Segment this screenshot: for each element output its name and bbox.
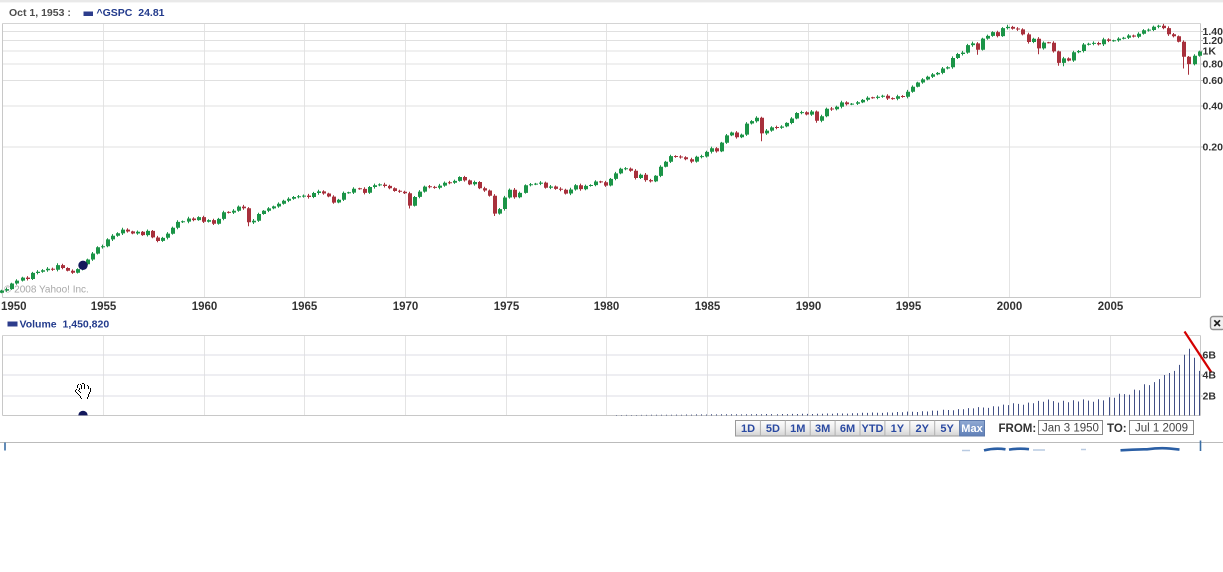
- svg-text:Max: Max: [961, 423, 983, 435]
- svg-text:1K: 1K: [1203, 46, 1217, 58]
- svg-text:Volume 1,450,820: Volume 1,450,820: [20, 319, 110, 331]
- svg-text:1D: 1D: [741, 423, 755, 435]
- svg-text:0.60: 0.60: [1203, 75, 1223, 87]
- svg-text:0.40: 0.40: [1203, 101, 1223, 113]
- svg-text:1965: 1965: [292, 301, 318, 313]
- svg-text:1Y: 1Y: [891, 423, 905, 435]
- svg-text:2000: 2000: [997, 301, 1023, 313]
- svg-text:2005: 2005: [1098, 301, 1124, 313]
- svg-text:6B: 6B: [1203, 350, 1217, 362]
- svg-text:1990: 1990: [796, 301, 822, 313]
- svg-text:FROM:: FROM:: [999, 423, 1037, 435]
- svg-text:0.20: 0.20: [1203, 142, 1223, 154]
- svg-text:1975: 1975: [494, 301, 520, 313]
- svg-text:^GSPC 24.81: ^GSPC 24.81: [97, 7, 165, 19]
- svg-text:© 2008 Yahoo! Inc.: © 2008 Yahoo! Inc.: [4, 285, 89, 296]
- svg-text:3M: 3M: [815, 423, 830, 435]
- svg-text:2B: 2B: [1203, 391, 1217, 403]
- svg-text:Jul 1 2009: Jul 1 2009: [1135, 423, 1188, 435]
- svg-text:1.20: 1.20: [1203, 35, 1223, 47]
- svg-text:1980: 1980: [594, 301, 620, 313]
- svg-text:5D: 5D: [766, 423, 780, 435]
- svg-text:1M: 1M: [790, 423, 805, 435]
- svg-text:1960: 1960: [192, 301, 218, 313]
- svg-text:2Y: 2Y: [915, 423, 929, 435]
- svg-text:1995: 1995: [896, 301, 922, 313]
- svg-text:1950: 1950: [1, 301, 27, 313]
- svg-text:1955: 1955: [91, 301, 117, 313]
- svg-text:6M: 6M: [840, 423, 855, 435]
- svg-text:1985: 1985: [695, 301, 721, 313]
- svg-text:1970: 1970: [393, 301, 419, 313]
- svg-text:Oct 1, 1953 :: Oct 1, 1953 :: [9, 7, 71, 19]
- svg-text:Jan 3 1950: Jan 3 1950: [1042, 423, 1099, 435]
- svg-text:YTD: YTD: [862, 423, 884, 435]
- svg-text:5Y: 5Y: [940, 423, 954, 435]
- svg-text:TO:: TO:: [1107, 423, 1127, 435]
- svg-text:1.40: 1.40: [1203, 26, 1223, 38]
- svg-text:0.80: 0.80: [1203, 59, 1223, 71]
- svg-text:4B: 4B: [1203, 370, 1217, 382]
